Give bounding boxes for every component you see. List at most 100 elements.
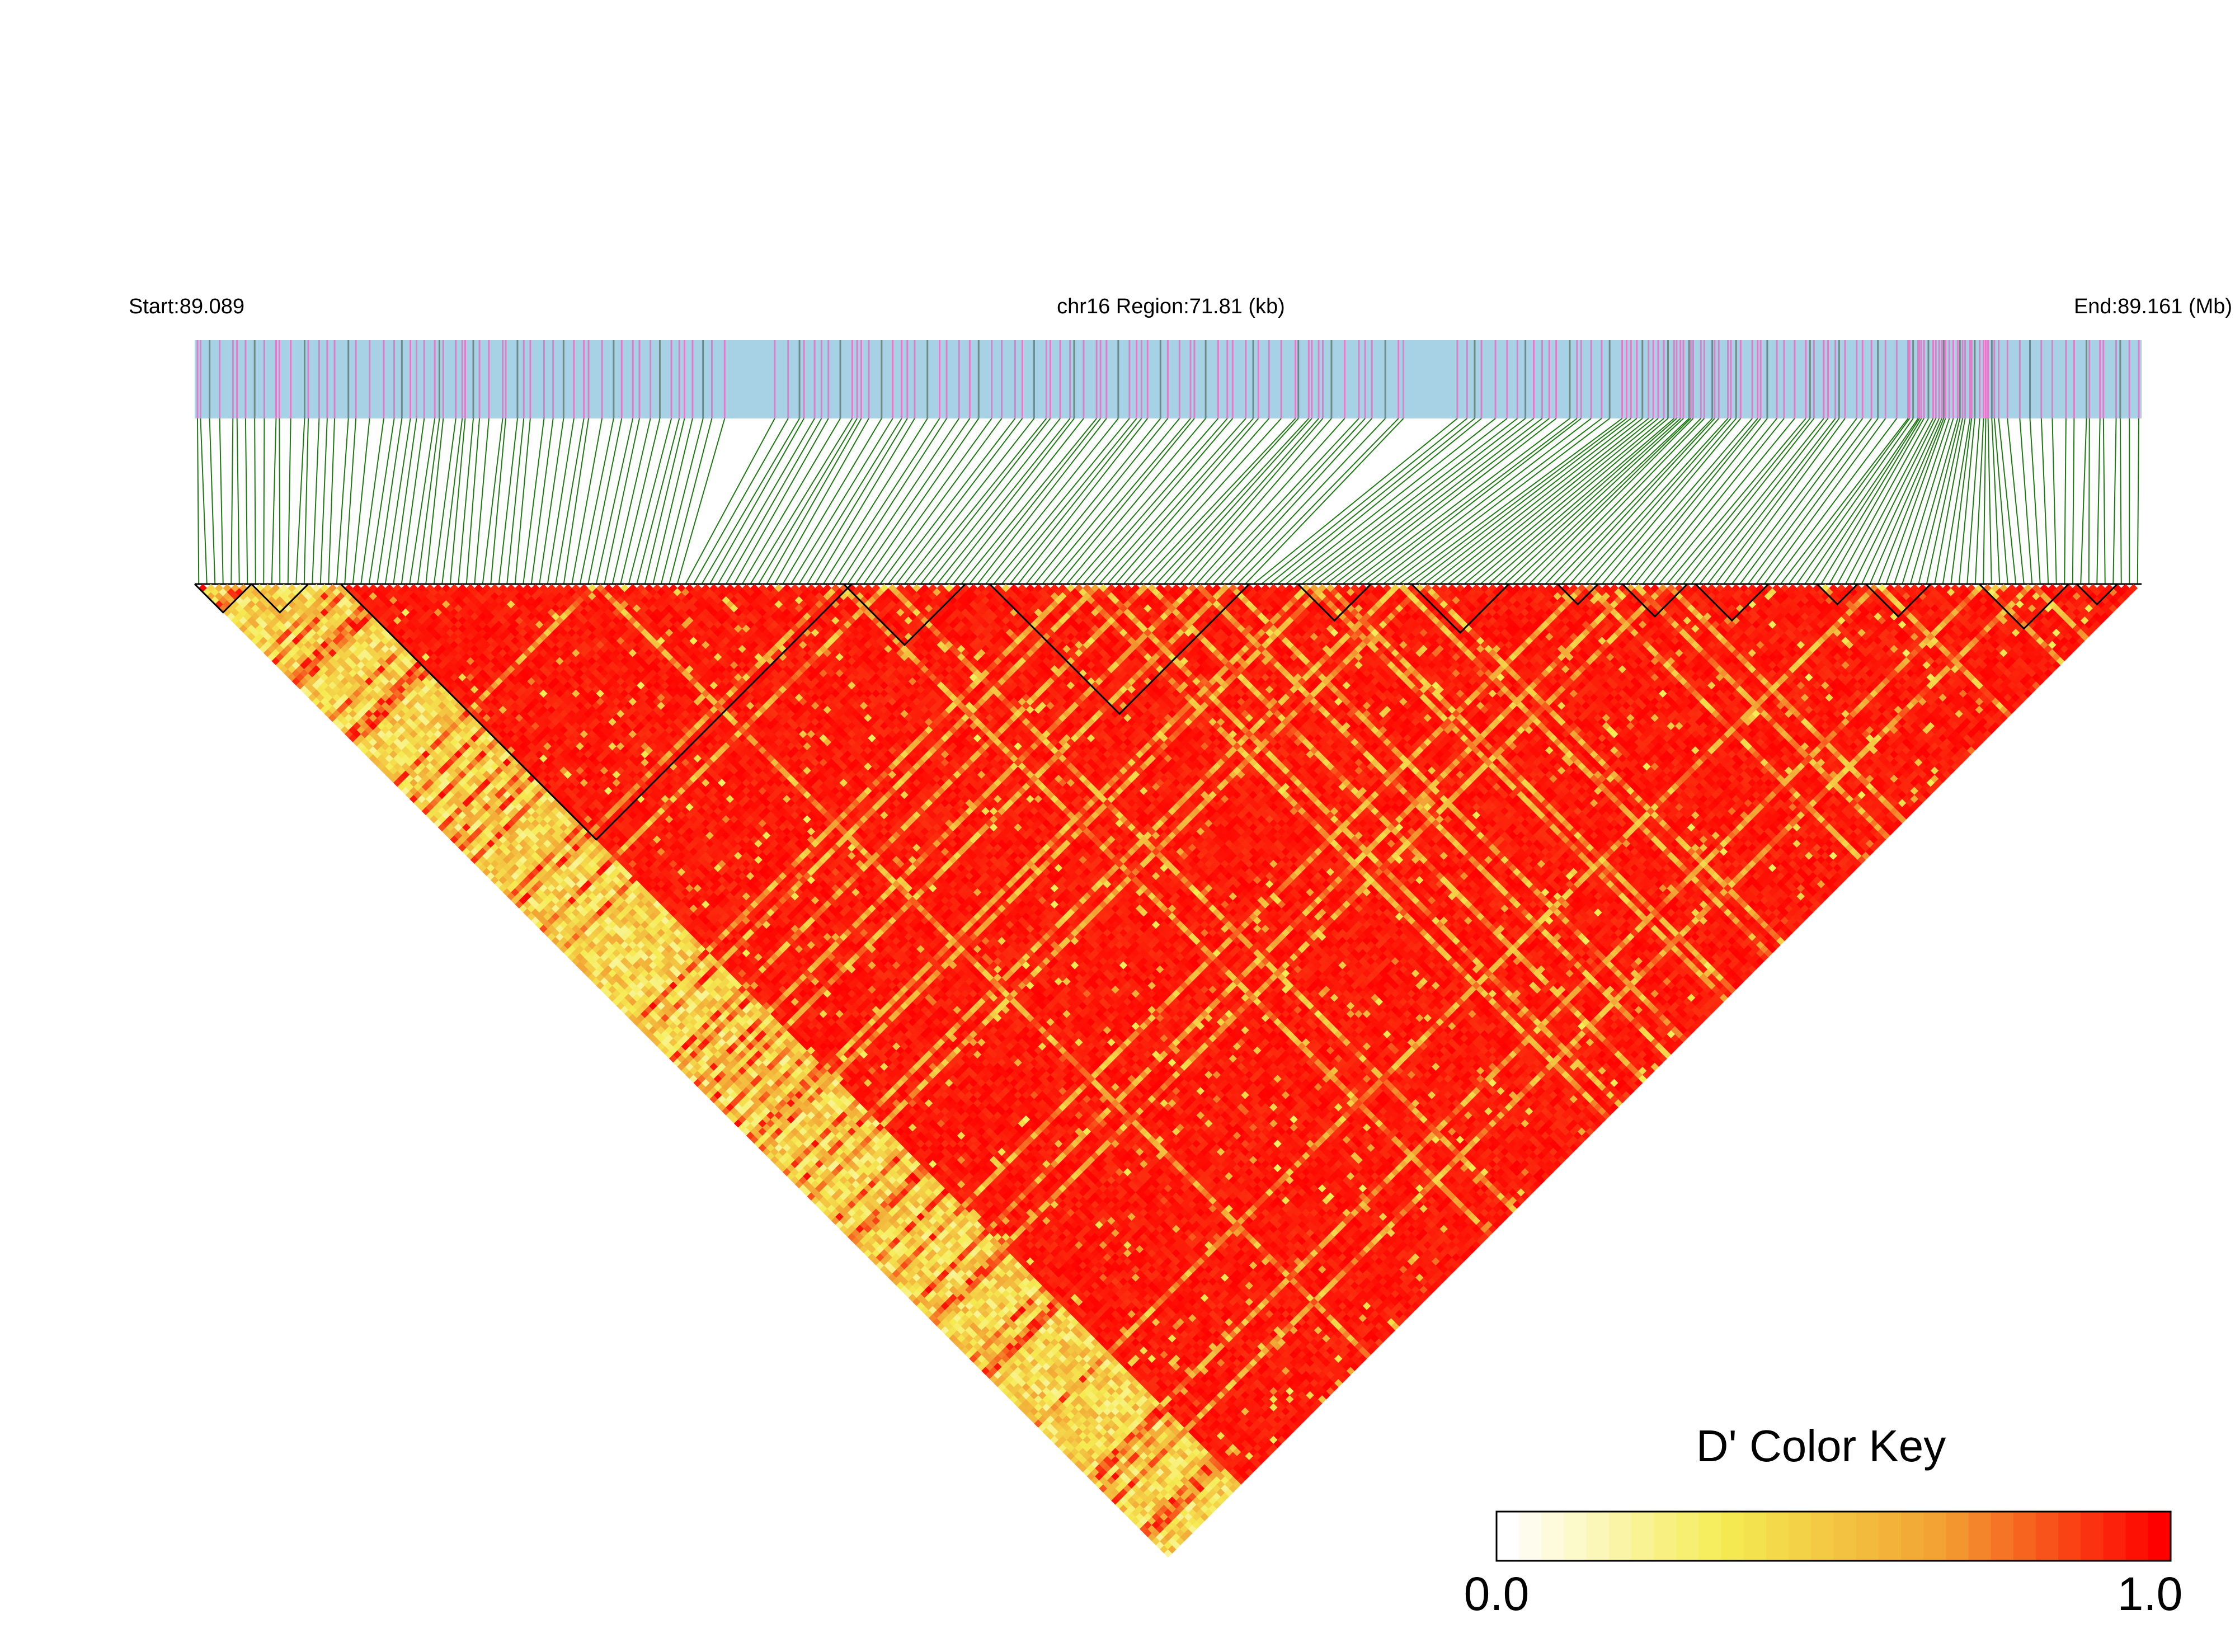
snp-connector-line: [1909, 418, 1959, 585]
ld-cell: [515, 892, 524, 901]
ld-cell: [543, 928, 552, 938]
ld-cell: [430, 815, 439, 824]
snp-connector-line: [806, 418, 908, 585]
snp-connector-line: [1528, 418, 1694, 585]
snp-connector-line: [757, 418, 858, 585]
ld-cell: [519, 904, 528, 913]
ld-cell: [352, 722, 361, 731]
snp-connector-line: [1561, 418, 1715, 585]
ld-cell: [304, 673, 313, 682]
ld-cell: [437, 807, 446, 816]
ld-cell: [450, 827, 459, 836]
ld-triangle-heatmap: [198, 583, 2138, 1558]
ld-cell: [349, 717, 357, 727]
snp-connector-line: [977, 418, 1107, 585]
snp-connector-line: [1772, 418, 1898, 585]
ld-cell: [413, 798, 422, 808]
snp-connector-line: [1723, 418, 1846, 585]
ld-cell: [559, 928, 568, 938]
ld-cell: [324, 693, 333, 702]
start-label: Start:89.089: [129, 295, 244, 318]
snp-connector-line: [1610, 418, 1753, 585]
snp-connector-line: [831, 418, 940, 585]
snp-connector-line: [604, 418, 640, 585]
snp-connector-line: [1983, 418, 1987, 585]
snp-connector-line: [887, 418, 1016, 585]
ld-cell: [340, 726, 349, 735]
ld-cell: [340, 717, 349, 727]
snp-connector-line: [815, 418, 915, 585]
snp-connector-line: [2064, 418, 2067, 585]
ld-cell: [365, 750, 374, 759]
snp-connector-line: [1885, 418, 1946, 585]
ld-cell: [397, 774, 406, 783]
ld-cell: [320, 689, 329, 698]
ld-cell: [349, 726, 357, 735]
ld-cell: [385, 762, 394, 771]
ld-cell: [381, 758, 390, 767]
ld-cell: [506, 876, 516, 884]
ld-cell: [312, 689, 321, 698]
snp-connector-line: [1828, 418, 1925, 585]
ld-cell: [312, 697, 321, 706]
snp-connector-line: [782, 418, 882, 585]
ld-cell: [551, 928, 560, 938]
snp-connector-line: [1350, 418, 1570, 585]
ld-cell: [413, 782, 422, 792]
snp-connector-line: [750, 418, 853, 585]
snp-connector-line: [1358, 418, 1578, 585]
snp-connector-line: [2112, 418, 2117, 585]
ld-cell: [527, 912, 536, 921]
ld-cell: [389, 774, 398, 783]
snp-connector-line: [1617, 418, 1758, 585]
snp-connector-line: [1375, 418, 1592, 585]
ld-cell: [352, 738, 361, 747]
ld-cell: [454, 831, 463, 840]
snp-connector-line: [2088, 418, 2090, 585]
snp-connector-line: [1691, 418, 1824, 585]
snp-connector-line: [393, 418, 417, 585]
snp-connector-line: [571, 418, 603, 585]
snp-connector-line: [628, 418, 672, 585]
ld-cell: [478, 863, 487, 873]
snp-connector-line: [717, 418, 815, 585]
ld-cell: [519, 888, 528, 897]
snp-connector-line: [368, 418, 395, 585]
snp-connector-line: [1171, 418, 1319, 585]
ld-cell: [446, 815, 455, 824]
snp-connector-line: [1987, 418, 1992, 585]
ld-cell: [441, 827, 451, 836]
ld-cell: [328, 697, 337, 706]
ld-cell: [304, 681, 313, 690]
ld-cell: [405, 790, 414, 799]
ld-cell: [486, 872, 495, 881]
ld-cell: [381, 766, 390, 775]
snp-connector-line: [1593, 418, 1737, 585]
snp-connector-line: [1334, 418, 1550, 585]
ld-cell: [393, 778, 402, 787]
ld-cell: [478, 855, 487, 864]
ld-cell: [490, 859, 500, 868]
snp-connector-line: [968, 418, 1101, 585]
ld-cell: [405, 774, 414, 783]
snp-connector-line: [2052, 418, 2057, 585]
snp-connector-line: [1585, 418, 1731, 585]
ld-cell: [381, 750, 390, 759]
snp-connector-line: [547, 418, 575, 585]
snp-connector-line: [855, 418, 971, 585]
snp-connector-line: [312, 418, 320, 585]
ld-cell: [551, 920, 560, 929]
ld-cell: [486, 855, 495, 864]
snp-connector-line: [1082, 418, 1228, 585]
snp-connector-line: [254, 418, 256, 585]
snp-connector-line: [279, 418, 281, 585]
ld-cell: [401, 787, 410, 796]
snp-connector-line: [2080, 418, 2087, 585]
ld-cell: [332, 717, 341, 727]
ld-cell: [320, 697, 329, 706]
snp-connector-line: [1042, 418, 1180, 585]
ld-cell: [316, 701, 325, 710]
ld-cell: [434, 803, 443, 812]
snp-connector-line: [2029, 418, 2041, 585]
ld-cell: [397, 766, 406, 775]
